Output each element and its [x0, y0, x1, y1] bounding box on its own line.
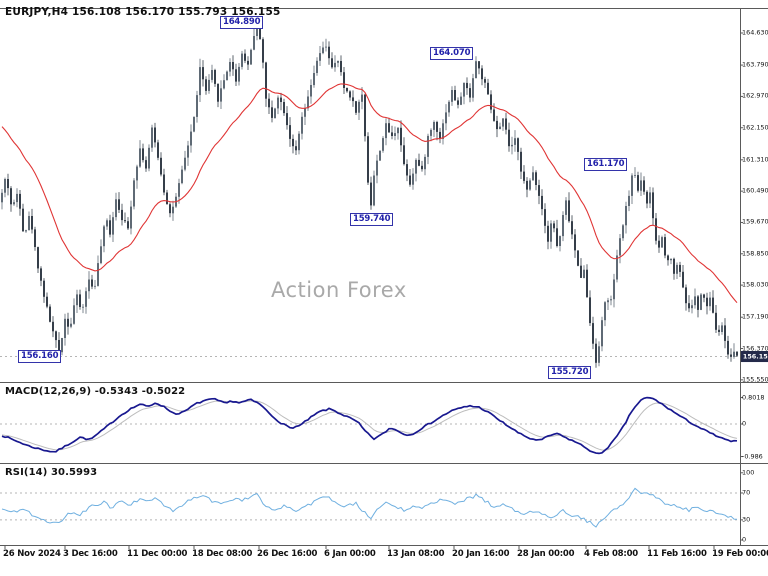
symbol-ohlc-header: EURJPY,H4 156.108 156.170 155.793 156.15… [5, 6, 281, 18]
macd-indicator-label: MACD(12,26,9) -0.5343 -0.5022 [5, 386, 186, 397]
rsi-indicator-label: RSI(14) 30.5993 [5, 467, 98, 478]
watermark: Action Forex [271, 278, 407, 302]
